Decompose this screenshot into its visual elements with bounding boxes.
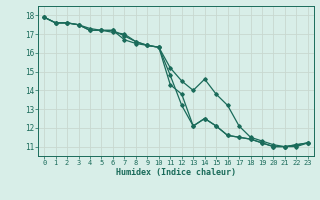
X-axis label: Humidex (Indice chaleur): Humidex (Indice chaleur) xyxy=(116,168,236,177)
